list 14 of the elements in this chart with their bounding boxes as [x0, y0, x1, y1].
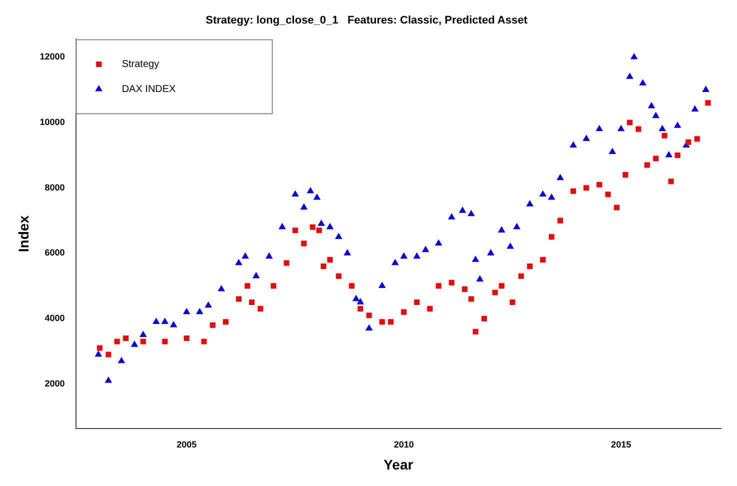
- y-axis-title: Index: [15, 215, 32, 252]
- legend-label: Strategy: [122, 58, 160, 70]
- chart-title: Strategy: long_close_0_1 Features: Classic, Predicted Asset: [206, 14, 528, 27]
- legend-label: DAX INDEX: [122, 84, 176, 95]
- x-tick-label: 2005: [176, 439, 197, 450]
- y-tick-label: 12000: [40, 52, 65, 62]
- y-tick-label: 10000: [40, 117, 65, 128]
- y-tick-label: 2000: [44, 378, 65, 388]
- y-tick-label: 4000: [44, 313, 65, 324]
- x-tick-label: 2010: [394, 439, 414, 450]
- x-axis-title: Year: [384, 456, 414, 472]
- y-tick-label: 8000: [44, 182, 65, 192]
- x-tick-label: 2015: [611, 439, 632, 450]
- y-tick-label: 6000: [44, 248, 65, 258]
